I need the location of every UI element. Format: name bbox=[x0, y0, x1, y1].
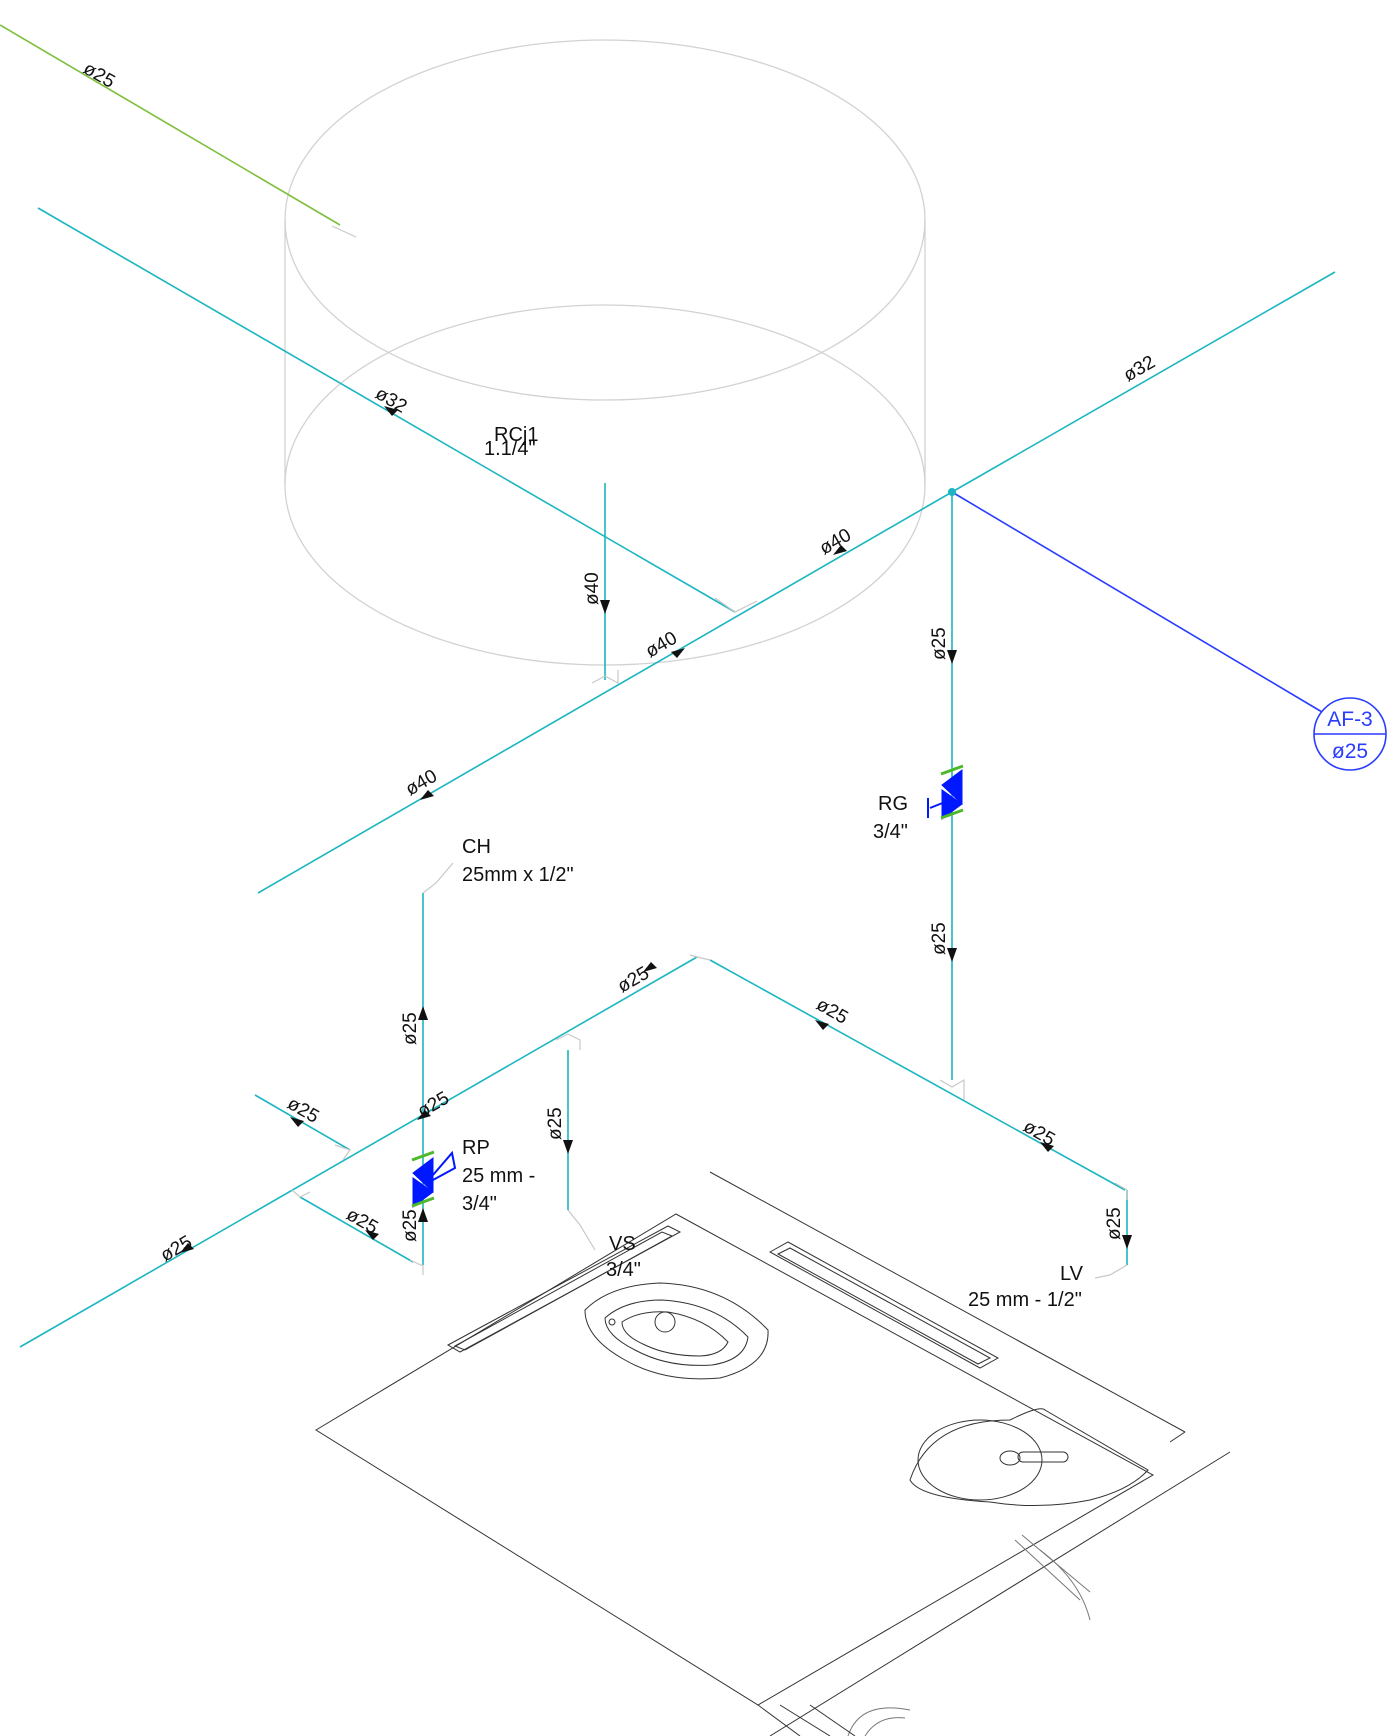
label-riser-rp-low: ø25 bbox=[400, 1209, 421, 1242]
label-riser-lv: ø25 bbox=[1104, 1207, 1125, 1240]
pipe-size-labels: ø25 ø32 ø32 ø40 ø40 ø40 ø40 ø25 ø25 ø25 … bbox=[80, 58, 1159, 1266]
valve-rp-icon[interactable] bbox=[411, 1150, 457, 1208]
valve-rg-icon[interactable] bbox=[927, 764, 964, 820]
label-main-right: ø40 bbox=[816, 525, 855, 560]
rg-size: 3/4" bbox=[873, 821, 908, 843]
pipe-left-diag bbox=[299, 1196, 414, 1263]
tag-af3[interactable]: AF-3 ø25 bbox=[1313, 697, 1387, 771]
sink-icon bbox=[909, 1408, 1149, 1507]
label-lower-far-left: ø25 bbox=[157, 1232, 196, 1267]
supply-pipe-green bbox=[0, 24, 341, 226]
label-green-top: ø25 bbox=[80, 58, 119, 93]
rcj-size: 1.1/4" bbox=[484, 438, 536, 460]
pipe-upper-left bbox=[37, 207, 736, 613]
label-main-left: ø40 bbox=[402, 766, 441, 801]
vs-name: VS bbox=[609, 1233, 636, 1255]
label-riser-right-lower: ø25 bbox=[929, 922, 950, 955]
label-riser-tank: ø40 bbox=[582, 572, 603, 605]
ch-name: CH bbox=[462, 836, 491, 858]
pipe-lower-right-branch bbox=[709, 959, 1126, 1191]
lv-name: LV bbox=[1060, 1263, 1084, 1285]
rp-size-line2: 3/4" bbox=[462, 1193, 497, 1215]
pipe-network bbox=[0, 24, 1336, 1348]
label-left-upper: ø32 bbox=[372, 383, 411, 418]
toilet-icon bbox=[584, 1282, 769, 1380]
tag-size: ø25 bbox=[1332, 740, 1368, 763]
label-riser-vs: ø25 bbox=[545, 1107, 566, 1140]
label-lower-left-short: ø25 bbox=[284, 1093, 323, 1128]
vs-size: 3/4" bbox=[606, 1259, 641, 1281]
label-riser-right-upper: ø25 bbox=[929, 627, 950, 660]
rg-name: RG bbox=[878, 793, 908, 815]
rcj-name: RCj1 bbox=[494, 424, 538, 446]
label-main-mid: ø40 bbox=[642, 628, 681, 663]
tag-id: AF-3 bbox=[1327, 708, 1373, 731]
ch-size: 25mm x 1/2" bbox=[462, 864, 574, 886]
label-riser-ch: ø25 bbox=[400, 1012, 421, 1045]
label-branch-lv: ø25 bbox=[1020, 1116, 1059, 1151]
lv-size: 25 mm - 1/2" bbox=[968, 1289, 1082, 1311]
pipe-main-diagonal bbox=[257, 491, 953, 894]
fixture-labels: RCj1 1.1/4" RG 3/4" CH 25mm x 1/2" RP 25… bbox=[462, 424, 1084, 1311]
pipe-to-tag bbox=[951, 491, 1323, 713]
bathroom-floor-plan bbox=[315, 1171, 1231, 1736]
pipe-lower-main bbox=[19, 956, 698, 1348]
rp-name: RP bbox=[462, 1137, 490, 1159]
flow-arrows bbox=[180, 406, 1132, 1253]
rp-size-line1: 25 mm - bbox=[462, 1165, 535, 1187]
pipe-upper-right bbox=[951, 271, 1336, 493]
label-right-upper: ø32 bbox=[1120, 352, 1159, 387]
